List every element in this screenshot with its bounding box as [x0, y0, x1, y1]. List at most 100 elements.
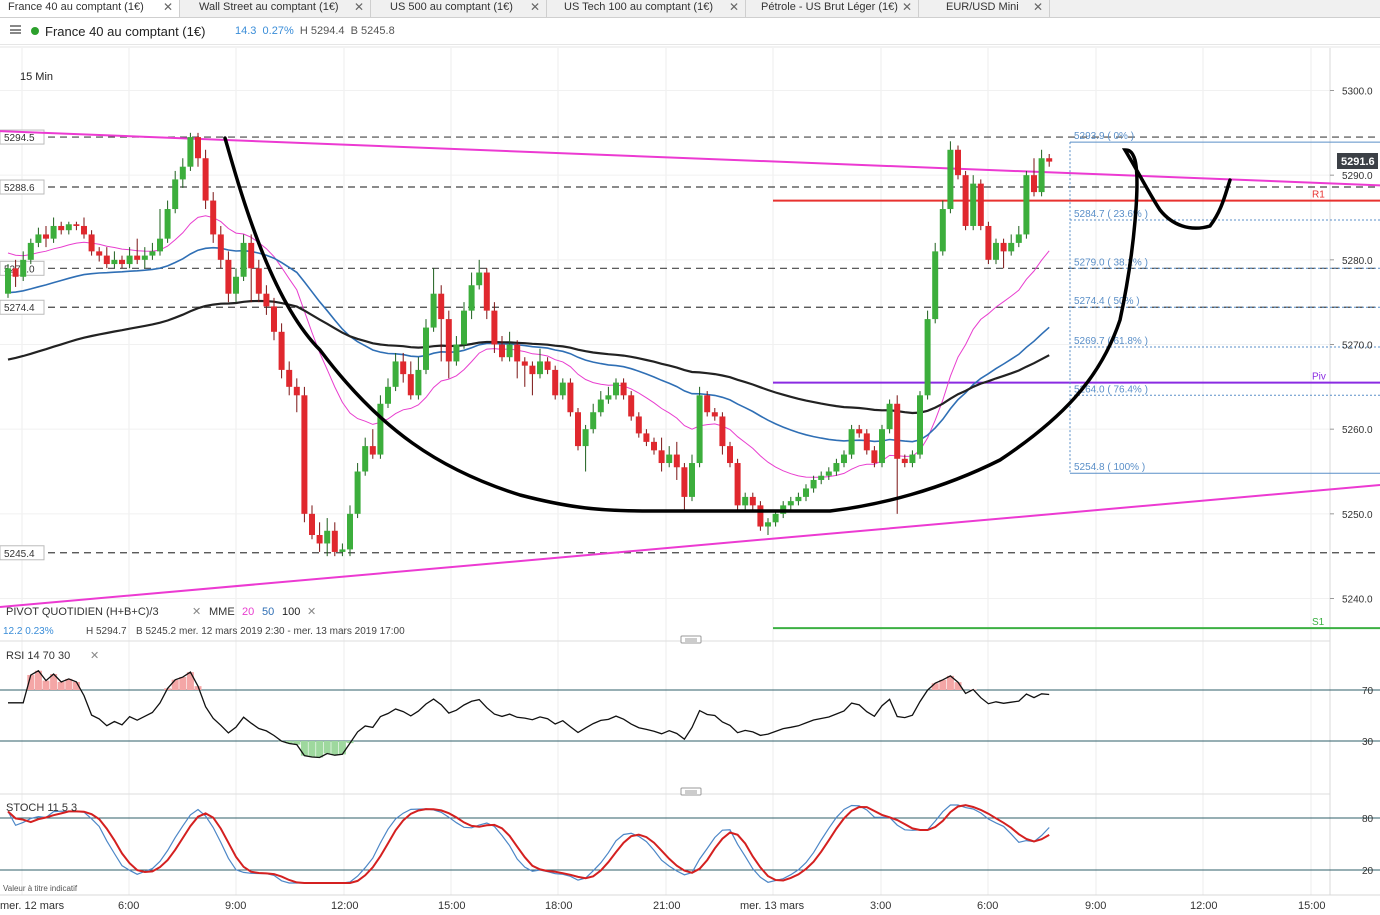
candle [681, 463, 688, 510]
candle-body [970, 183, 977, 226]
candle [514, 340, 521, 379]
candle [977, 179, 984, 231]
candle-body [711, 412, 718, 417]
candle [856, 424, 863, 438]
candle-body [727, 446, 733, 464]
candle-body [491, 310, 498, 345]
candle [848, 424, 855, 459]
close-icon[interactable]: ✕ [307, 606, 316, 618]
candle-body [848, 429, 855, 455]
candle [719, 412, 726, 455]
close-icon[interactable]: ✕ [353, 0, 364, 14]
candle [248, 234, 255, 303]
candle [468, 272, 475, 320]
candle [879, 424, 885, 468]
candle-body [278, 331, 285, 370]
candle [195, 132, 201, 167]
close-icon[interactable]: ✕ [728, 0, 739, 14]
pane-separator-stoch[interactable] [0, 787, 1330, 796]
tab-us-tech-100[interactable]: US Tech 100 au comptant (1€) ✕ [548, 0, 746, 17]
ema-100-line [7, 299, 1050, 415]
level-tag [0, 299, 45, 315]
close-icon[interactable]: ✕ [90, 650, 99, 662]
candle [172, 170, 179, 214]
candle [696, 386, 703, 468]
candle [521, 357, 528, 387]
candle [673, 441, 680, 480]
tab-wall-street[interactable]: Wall Street au comptant (1€) ✕ [181, 0, 371, 17]
rsi-level-label: 30 [1362, 737, 1374, 748]
candle-body [696, 395, 703, 464]
stoch-k-line [7, 804, 1050, 884]
timeframe-label[interactable]: 15 Min [20, 71, 53, 83]
candle-body [468, 285, 475, 311]
candle-body [643, 433, 650, 442]
close-icon[interactable]: ✕ [192, 606, 201, 618]
candle-body [651, 441, 657, 451]
candle [689, 454, 695, 502]
candle-body [415, 369, 422, 396]
candle [620, 378, 627, 400]
candle [924, 310, 931, 400]
candle-body [871, 450, 878, 464]
tab-us-500[interactable]: US 500 au comptant (1€) ✕ [372, 0, 547, 17]
level-label: 5245.4 [4, 549, 35, 560]
candle [445, 310, 452, 379]
candle [316, 522, 323, 552]
level-label: 5294.5 [4, 133, 35, 144]
candle [1015, 225, 1022, 248]
candle-body [1000, 242, 1007, 252]
candle-body [96, 251, 103, 256]
candle [643, 429, 650, 447]
close-icon[interactable]: ✕ [901, 0, 912, 14]
candle [149, 242, 156, 260]
market-open-indicator [31, 27, 39, 35]
candle-body [575, 412, 581, 447]
candle [50, 217, 57, 243]
candle-body [901, 458, 908, 464]
candle [476, 259, 483, 290]
candle-body [689, 463, 695, 497]
candle [369, 429, 376, 459]
candle [787, 496, 794, 510]
candle [210, 192, 217, 243]
y-tick-label: 5290.0 [1342, 171, 1373, 182]
candle-body [5, 268, 11, 294]
candle [331, 522, 338, 557]
candle-body [962, 175, 969, 226]
menu-icon[interactable] [10, 25, 21, 34]
tab-petrole[interactable]: Pétrole - US Brut Léger (1€) ✕ [747, 0, 919, 17]
disclaimer: Valeur à titre indicatif [3, 884, 78, 893]
tab-eur-usd[interactable]: EUR/USD Mini ✕ [920, 0, 1050, 17]
candle [483, 268, 490, 320]
candle-body [119, 259, 125, 265]
candle [20, 251, 27, 281]
close-icon[interactable]: ✕ [529, 0, 540, 14]
candle-body [810, 479, 817, 489]
stoch-level-label: 80 [1362, 814, 1374, 825]
candle [1008, 234, 1015, 256]
price-change-pct: 0.27% [262, 25, 294, 37]
pivot-values: 12.2 0.23% [3, 626, 54, 637]
cup-drawing [223, 136, 1232, 513]
x-tick-label: 3:00 [870, 900, 891, 912]
candle [278, 323, 285, 379]
candle [1046, 154, 1053, 167]
close-icon[interactable]: ✕ [162, 0, 173, 14]
rsi-overbought-fill [27, 670, 977, 690]
x-tick-label: 6:00 [118, 900, 139, 912]
indicator-legend: PIVOT QUOTIDIEN (H+B+C)/3 MME 20 50 100 … [3, 606, 405, 637]
instrument-name: France 40 au comptant (1€) [45, 24, 206, 39]
pane-separator-rsi[interactable] [0, 635, 1330, 644]
tab-france-40[interactable]: France 40 au comptant (1€) ✕ [0, 0, 180, 17]
close-icon[interactable]: ✕ [1032, 0, 1043, 14]
y-tick-label: 5270.0 [1342, 341, 1373, 352]
tab-label: Pétrole - US Brut Léger (1€) [761, 1, 898, 13]
candle-body [179, 166, 186, 180]
candle-body [841, 454, 847, 464]
candle [58, 221, 65, 235]
resistance-trendline [0, 130, 1380, 187]
candle-body [301, 395, 308, 514]
candle [103, 247, 110, 269]
